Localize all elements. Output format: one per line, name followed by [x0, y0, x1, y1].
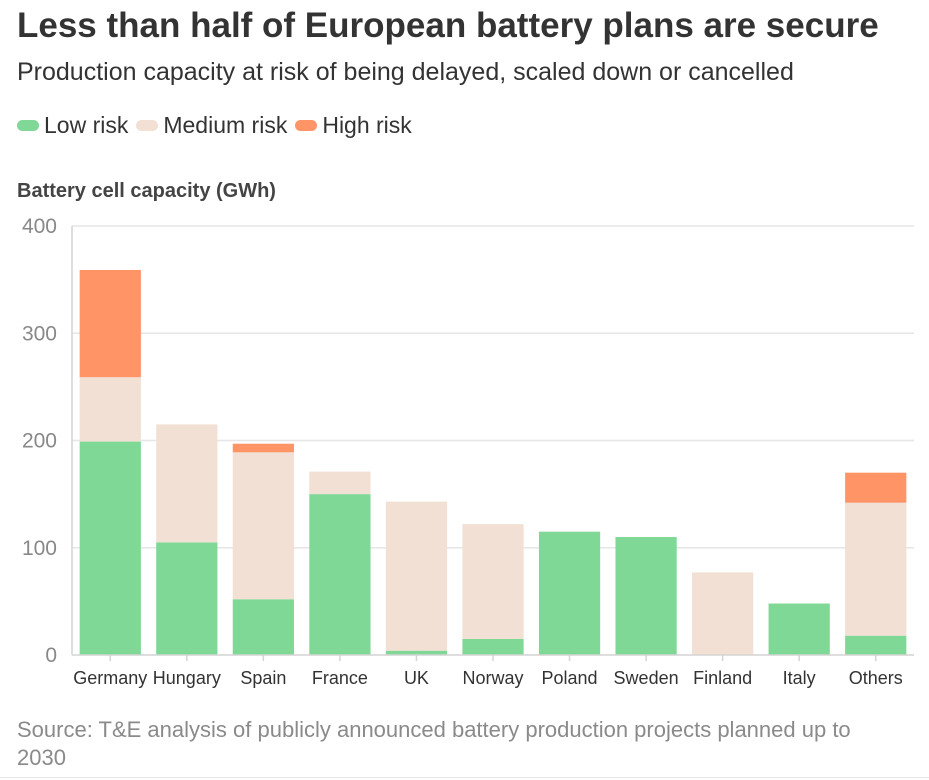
y-tick-label: 100 — [22, 537, 57, 560]
x-tick-label: Spain — [240, 668, 286, 688]
x-tick-label: France — [312, 668, 368, 688]
bar-spain-low-risk — [232, 599, 294, 655]
x-tick-label: Finland — [693, 668, 752, 688]
bar-germany-medium-risk — [79, 377, 141, 442]
bar-hungary-low-risk — [156, 542, 218, 655]
x-tick-label: Norway — [462, 668, 523, 688]
y-tick-label: 300 — [22, 322, 57, 345]
y-axis-title: Battery cell capacity (GWh) — [17, 180, 276, 202]
legend-swatch-medium-risk — [136, 120, 159, 131]
chart-title: Less than half of European battery plans… — [17, 6, 879, 45]
bar-spain-medium-risk — [232, 452, 294, 600]
legend-label-low-risk: Low risk — [44, 112, 129, 138]
bottom-divider — [0, 777, 929, 778]
y-tick-label: 0 — [45, 644, 57, 667]
bar-france-low-risk — [309, 494, 371, 655]
legend-swatch-low-risk — [17, 120, 39, 131]
bar-poland-low-risk — [538, 531, 601, 655]
axes: 0 100 200 300 400 Germany Hungary Spain France UK… — [22, 215, 914, 688]
bar-spain-high-risk — [232, 443, 294, 453]
bar-sweden-low-risk — [615, 537, 677, 655]
bar-france-medium-risk — [309, 471, 371, 495]
legend-item-low-risk: Low risk — [17, 112, 128, 139]
bar-uk-low-risk — [385, 650, 448, 655]
bar-norway-medium-risk — [462, 524, 524, 639]
y-tick-label: 400 — [22, 215, 57, 238]
bar-hungary-medium-risk — [156, 424, 218, 543]
bar-chart: 0 100 200 300 400 Germany Hungary Spain France UK… — [22, 215, 914, 688]
x-tick-label: Italy — [783, 668, 816, 688]
legend: Low risk Medium risk High risk — [17, 112, 420, 139]
bar-germany-low-risk — [79, 441, 141, 655]
bar-finland-medium-risk — [692, 572, 754, 655]
source-note: Source: T&E analysis of publicly announc… — [17, 717, 851, 770]
x-tick-label: UK — [404, 668, 429, 688]
bar-others-high-risk — [845, 472, 907, 503]
bar-others-medium-risk — [845, 502, 907, 636]
bar-germany-high-risk — [79, 269, 141, 378]
bar-others-low-risk — [845, 635, 907, 655]
x-tick-label: Germany — [73, 668, 147, 688]
x-tick-label: Others — [849, 668, 903, 688]
bar-italy-low-risk — [768, 603, 830, 655]
x-tick-label: Sweden — [614, 668, 679, 688]
x-tick-label: Hungary — [153, 668, 221, 688]
x-tick-label: Poland — [542, 668, 598, 688]
chart-subtitle: Production capacity at risk of being del… — [17, 58, 794, 86]
legend-label-medium-risk: Medium risk — [163, 112, 288, 138]
bar-uk-medium-risk — [385, 501, 448, 651]
legend-swatch-high-risk — [295, 120, 318, 131]
bar-norway-low-risk — [462, 638, 524, 655]
legend-label-high-risk: High risk — [322, 112, 412, 138]
y-tick-label: 200 — [22, 430, 57, 453]
legend-item-medium-risk: Medium risk — [136, 112, 287, 139]
bars — [79, 269, 907, 655]
legend-item-high-risk: High risk — [295, 112, 412, 139]
